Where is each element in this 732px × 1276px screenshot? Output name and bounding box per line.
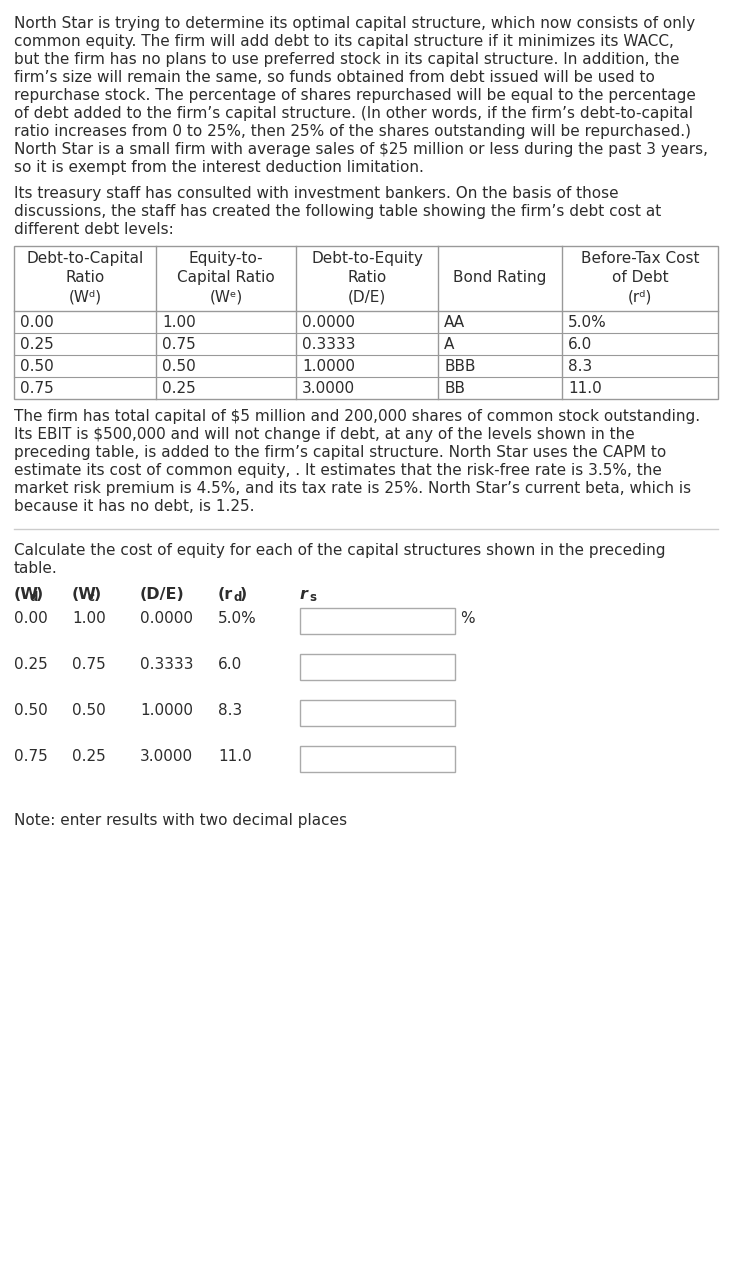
Bar: [300, 655, 455, 680]
Bar: [300, 746, 455, 772]
Text: 0.00: 0.00: [20, 315, 53, 330]
Text: 8.3: 8.3: [568, 359, 592, 374]
Text: 6.0: 6.0: [218, 657, 242, 672]
Bar: [300, 701, 455, 726]
Text: (Wᵈ): (Wᵈ): [68, 288, 102, 304]
Text: because it has no debt, is 1.25.: because it has no debt, is 1.25.: [14, 499, 255, 514]
Text: different debt levels:: different debt levels:: [14, 222, 173, 237]
Text: d: d: [30, 591, 38, 604]
Text: North Star is trying to determine its optimal capital structure, which now consi: North Star is trying to determine its op…: [14, 17, 695, 31]
Text: Debt-to-Capital: Debt-to-Capital: [26, 251, 143, 265]
Text: (rᵈ): (rᵈ): [628, 288, 652, 304]
Text: ): ): [36, 587, 43, 602]
Text: 6.0: 6.0: [568, 337, 592, 352]
Text: 0.25: 0.25: [20, 337, 53, 352]
Text: 3.0000: 3.0000: [140, 749, 193, 764]
Text: 3.0000: 3.0000: [302, 382, 355, 396]
Text: 1.00: 1.00: [162, 315, 195, 330]
Text: 0.3333: 0.3333: [302, 337, 356, 352]
Text: AA: AA: [444, 315, 465, 330]
Text: A: A: [444, 337, 455, 352]
Text: Before-Tax Cost: Before-Tax Cost: [580, 251, 699, 265]
Text: ): ): [94, 587, 101, 602]
Text: BB: BB: [444, 382, 465, 396]
Text: Calculate the cost of equity for each of the capital structures shown in the pre: Calculate the cost of equity for each of…: [14, 544, 665, 558]
Text: 11.0: 11.0: [568, 382, 602, 396]
Text: (r: (r: [218, 587, 234, 602]
Text: ratio increases from 0 to 25%, then 25% of the shares outstanding will be repurc: ratio increases from 0 to 25%, then 25% …: [14, 124, 691, 139]
Text: 0.75: 0.75: [20, 382, 53, 396]
Text: so it is exempt from the interest deduction limitation.: so it is exempt from the interest deduct…: [14, 160, 424, 175]
Text: BBB: BBB: [444, 359, 476, 374]
Text: preceding table, is added to the firm’s capital structure. North Star uses the C: preceding table, is added to the firm’s …: [14, 445, 666, 461]
Bar: [14, 246, 718, 399]
Text: 0.50: 0.50: [20, 359, 53, 374]
Text: Equity-to-: Equity-to-: [189, 251, 264, 265]
Text: (Wᵉ): (Wᵉ): [209, 288, 242, 304]
Text: (D/E): (D/E): [348, 288, 386, 304]
Text: ): ): [240, 587, 247, 602]
Text: (W: (W: [14, 587, 39, 602]
Text: Ratio: Ratio: [65, 271, 105, 285]
Text: %: %: [460, 611, 474, 627]
Text: s: s: [309, 591, 316, 604]
Text: 0.50: 0.50: [162, 359, 195, 374]
Text: 0.0000: 0.0000: [140, 611, 193, 627]
Text: 0.25: 0.25: [162, 382, 195, 396]
Text: d: d: [234, 591, 242, 604]
Text: 0.50: 0.50: [14, 703, 48, 718]
Text: market risk premium is 4.5%, and its tax rate is 25%. North Star’s current beta,: market risk premium is 4.5%, and its tax…: [14, 481, 691, 496]
Text: Debt-to-Equity: Debt-to-Equity: [311, 251, 423, 265]
Text: 5.0%: 5.0%: [218, 611, 257, 627]
Text: 0.25: 0.25: [72, 749, 105, 764]
Text: 0.3333: 0.3333: [140, 657, 193, 672]
Text: 5.0%: 5.0%: [568, 315, 607, 330]
Text: but the firm has no plans to use preferred stock in its capital structure. In ad: but the firm has no plans to use preferr…: [14, 52, 679, 68]
Text: 1.0000: 1.0000: [302, 359, 355, 374]
Text: r: r: [300, 587, 308, 602]
Text: 0.25: 0.25: [14, 657, 48, 672]
Text: table.: table.: [14, 561, 58, 575]
Text: (W: (W: [72, 587, 97, 602]
Text: Bond Rating: Bond Rating: [453, 271, 547, 285]
Text: 1.00: 1.00: [72, 611, 105, 627]
Text: The firm has total capital of $5 million and 200,000 shares of common stock outs: The firm has total capital of $5 million…: [14, 410, 700, 424]
Text: of debt added to the firm’s capital structure. (In other words, if the firm’s de: of debt added to the firm’s capital stru…: [14, 106, 693, 121]
Text: Capital Ratio: Capital Ratio: [177, 271, 275, 285]
Text: 0.75: 0.75: [72, 657, 105, 672]
Bar: [300, 607, 455, 634]
Text: repurchase stock. The percentage of shares repurchased will be equal to the perc: repurchase stock. The percentage of shar…: [14, 88, 696, 103]
Text: c: c: [88, 591, 95, 604]
Text: Its EBIT is $500,000 and will not change if debt, at any of the levels shown in : Its EBIT is $500,000 and will not change…: [14, 427, 635, 441]
Text: 0.50: 0.50: [72, 703, 105, 718]
Text: North Star is a small firm with average sales of $25 million or less during the : North Star is a small firm with average …: [14, 142, 708, 157]
Text: of Debt: of Debt: [612, 271, 668, 285]
Text: Its treasury staff has consulted with investment bankers. On the basis of those: Its treasury staff has consulted with in…: [14, 186, 619, 202]
Text: Note: enter results with two decimal places: Note: enter results with two decimal pla…: [14, 813, 347, 828]
Text: 0.00: 0.00: [14, 611, 48, 627]
Text: 8.3: 8.3: [218, 703, 242, 718]
Text: discussions, the staff has created the following table showing the firm’s debt c: discussions, the staff has created the f…: [14, 204, 661, 219]
Text: 11.0: 11.0: [218, 749, 252, 764]
Text: 0.75: 0.75: [162, 337, 195, 352]
Text: (D/E): (D/E): [140, 587, 184, 602]
Text: common equity. The firm will add debt to its capital structure if it minimizes i: common equity. The firm will add debt to…: [14, 34, 674, 48]
Text: 1.0000: 1.0000: [140, 703, 193, 718]
Text: 0.75: 0.75: [14, 749, 48, 764]
Text: Ratio: Ratio: [348, 271, 386, 285]
Text: firm’s size will remain the same, so funds obtained from debt issued will be use: firm’s size will remain the same, so fun…: [14, 70, 655, 85]
Text: estimate its cost of common equity, . It estimates that the risk-free rate is 3.: estimate its cost of common equity, . It…: [14, 463, 662, 478]
Text: 0.0000: 0.0000: [302, 315, 355, 330]
